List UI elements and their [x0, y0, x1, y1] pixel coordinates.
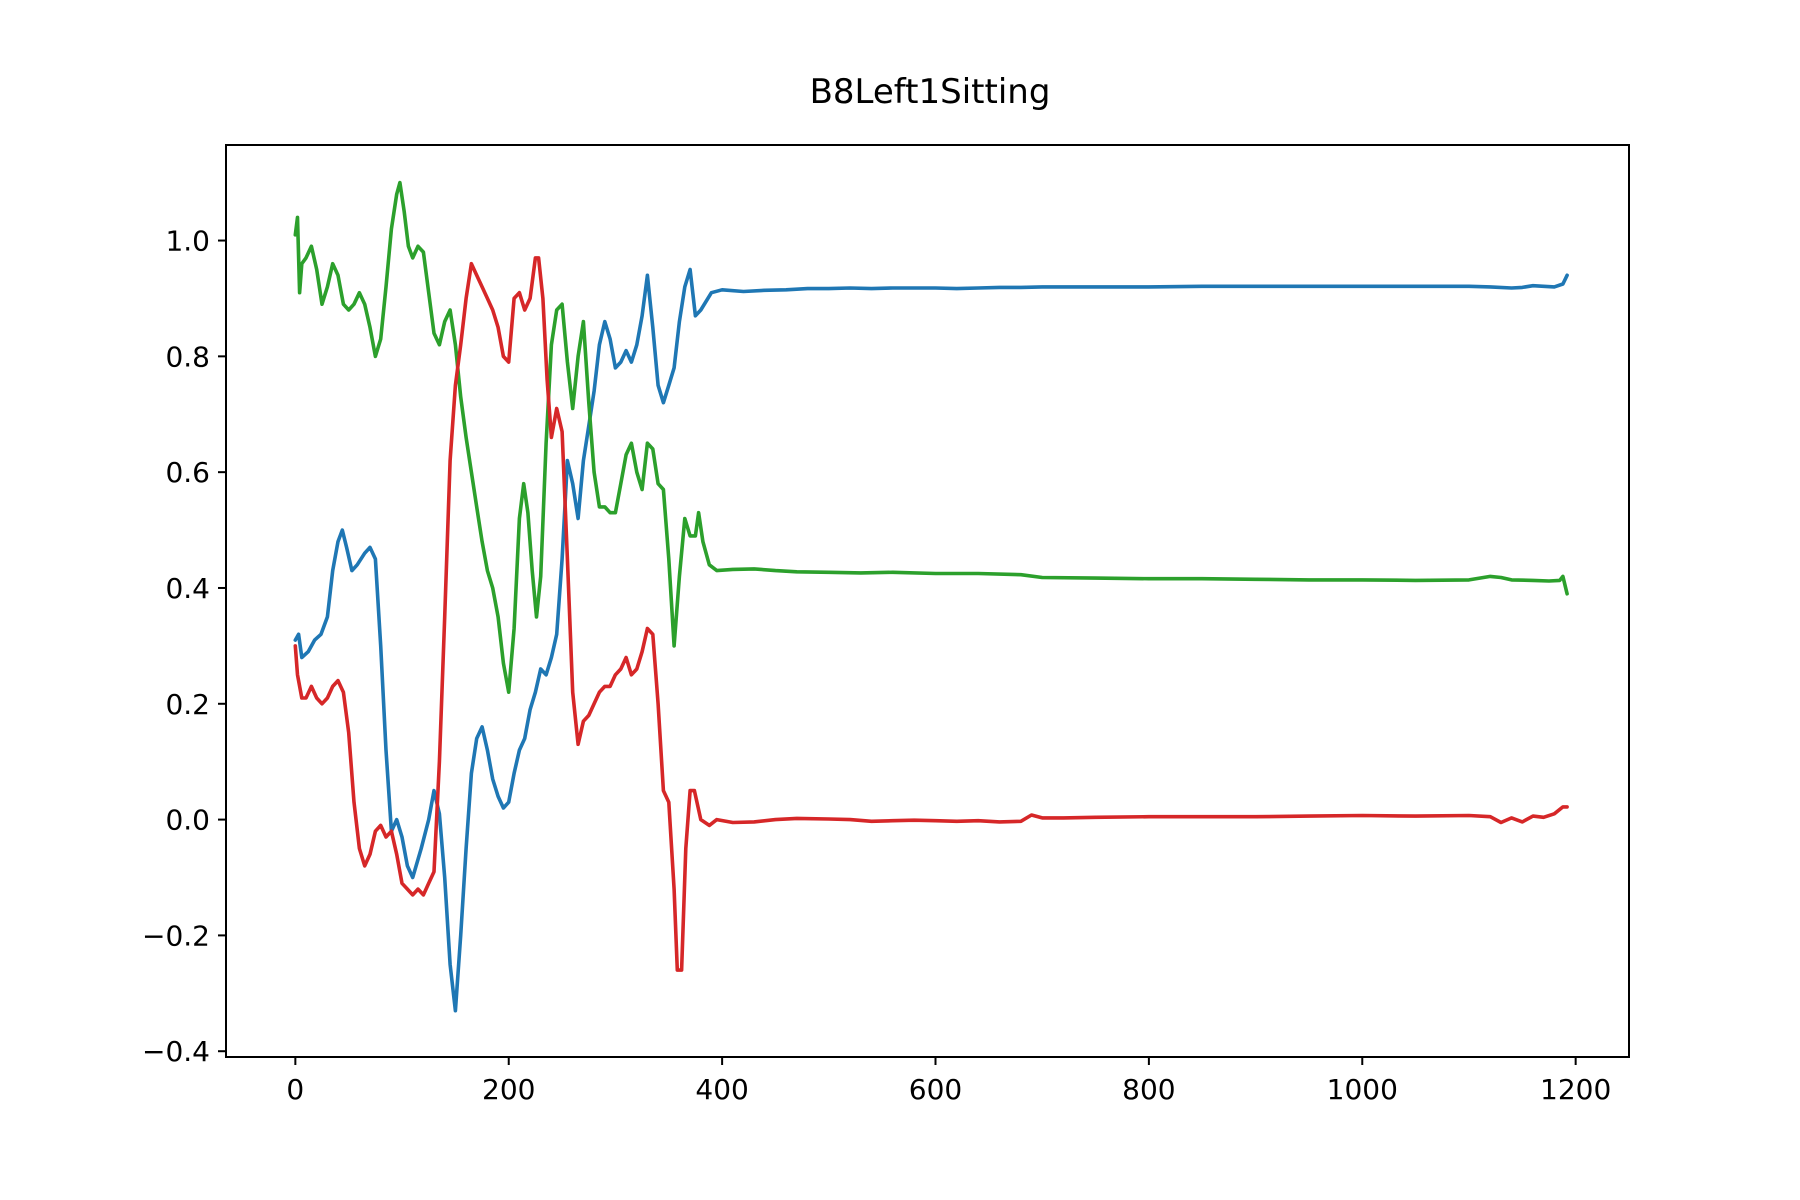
- x-tick-label: 0: [286, 1073, 304, 1106]
- y-tick-label: 0.2: [165, 688, 210, 721]
- y-tick-label: 0.6: [165, 456, 210, 489]
- series-layer: [293, 180, 1569, 1013]
- x-tick-label: 1200: [1540, 1073, 1611, 1106]
- y-tick-label: 0.0: [165, 804, 210, 837]
- series-line-2: [293, 180, 1569, 694]
- tick-layer: 0 200 400 600 800 1000 1200 −0.4 −0.2 0.0 0.2 0.4 0.…: [142, 225, 1611, 1106]
- y-tick-label: −0.2: [142, 919, 210, 952]
- y-tick-label: 1.0: [165, 225, 210, 258]
- plot-frame: [225, 144, 1630, 1058]
- y-tick-label: 0.4: [165, 572, 210, 605]
- x-tick-label: 600: [909, 1073, 962, 1106]
- x-tick-label: 400: [695, 1073, 748, 1106]
- y-tick-label: 0.8: [165, 340, 210, 373]
- x-tick-label: 1000: [1327, 1073, 1398, 1106]
- x-tick-label: 800: [1122, 1073, 1175, 1106]
- chart-title: B8Left1Sitting: [810, 72, 1051, 112]
- y-tick-label: −0.4: [142, 1035, 210, 1068]
- series-line-3: [293, 256, 1569, 972]
- x-tick-label: 200: [482, 1073, 535, 1106]
